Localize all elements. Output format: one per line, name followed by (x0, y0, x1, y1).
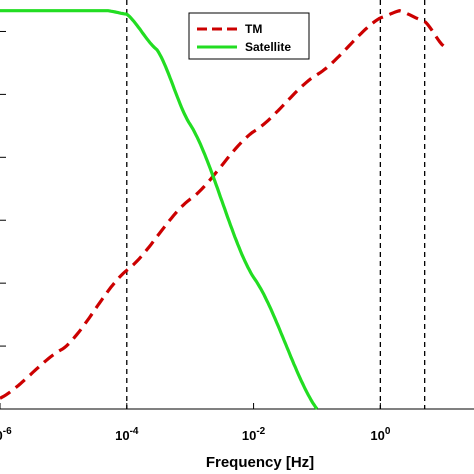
series-layer (0, 9, 445, 410)
legend: TM Satellite (188, 12, 310, 60)
legend-label: Satellite (245, 40, 291, 54)
x-tick-label: 100 (370, 426, 390, 443)
x-tick-label: 10-4 (115, 426, 139, 443)
axes: 10-6 10-4 10-2 100 (0, 0, 474, 443)
series-satellite (0, 9, 319, 410)
legend-label: TM (245, 22, 262, 36)
x-tick-label: 10-6 (0, 426, 12, 443)
series-tm (0, 9, 445, 400)
x-tick-label: 10-2 (242, 426, 266, 443)
legend-box (188, 12, 310, 60)
x-axis-label: Frequency [Hz] (206, 454, 314, 471)
